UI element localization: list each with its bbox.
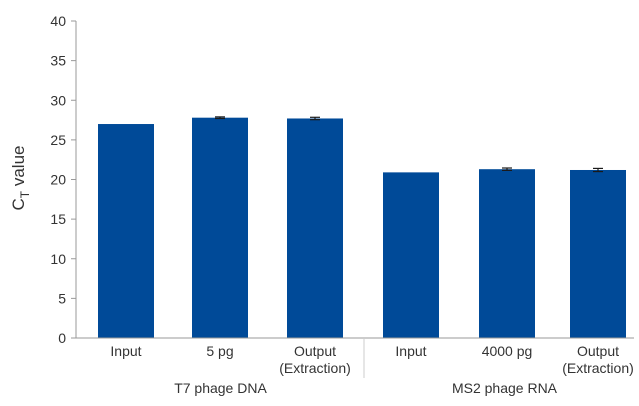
x-category-label: Output (Extraction) — [562, 343, 634, 376]
x-group-label: MS2 phage RNA — [452, 380, 558, 396]
bars — [98, 116, 626, 339]
y-tick-label: 0 — [58, 330, 66, 346]
bar — [479, 169, 535, 338]
y-tick-label: 30 — [50, 92, 66, 108]
y-tick-label: 10 — [50, 251, 66, 267]
x-category-label: 5 pg — [206, 343, 233, 359]
x-category-label-line: Output — [294, 343, 336, 359]
bar — [570, 169, 626, 338]
x-category-label-line: 5 pg — [206, 343, 233, 359]
y-tick-label: 25 — [50, 132, 66, 148]
x-category-label-line: (Extraction) — [279, 360, 351, 376]
y-tick-label: 40 — [50, 13, 66, 29]
x-category-label: Input — [110, 343, 141, 359]
x-category-label-line: 4000 pg — [482, 343, 533, 359]
x-category-label: Input — [395, 343, 426, 359]
x-category-label-line: Input — [110, 343, 141, 359]
y-tick-label: 5 — [58, 290, 66, 306]
y-tick-label: 35 — [50, 53, 66, 69]
bar — [287, 118, 343, 338]
y-tick-label: 15 — [50, 211, 66, 227]
bar — [383, 172, 439, 338]
x-category-label: 4000 pg — [482, 343, 533, 359]
x-axis: Input 5 pg Output (Extraction)T7 phage DNAI… — [76, 337, 634, 396]
x-category-label-line: Output — [577, 343, 619, 359]
x-category-label-line: (Extraction) — [562, 360, 634, 376]
x-group-label: T7 phage DNA — [174, 380, 267, 396]
y-tick-label: 20 — [50, 172, 66, 188]
x-category-label-line: Input — [395, 343, 426, 359]
x-category-label: Output (Extraction) — [279, 343, 351, 376]
y-axis-label: CT value — [9, 146, 32, 211]
bar — [98, 124, 154, 339]
y-axis: 0 5 10 15 20 25 30 35 40 — [50, 13, 77, 346]
bar — [192, 117, 248, 338]
